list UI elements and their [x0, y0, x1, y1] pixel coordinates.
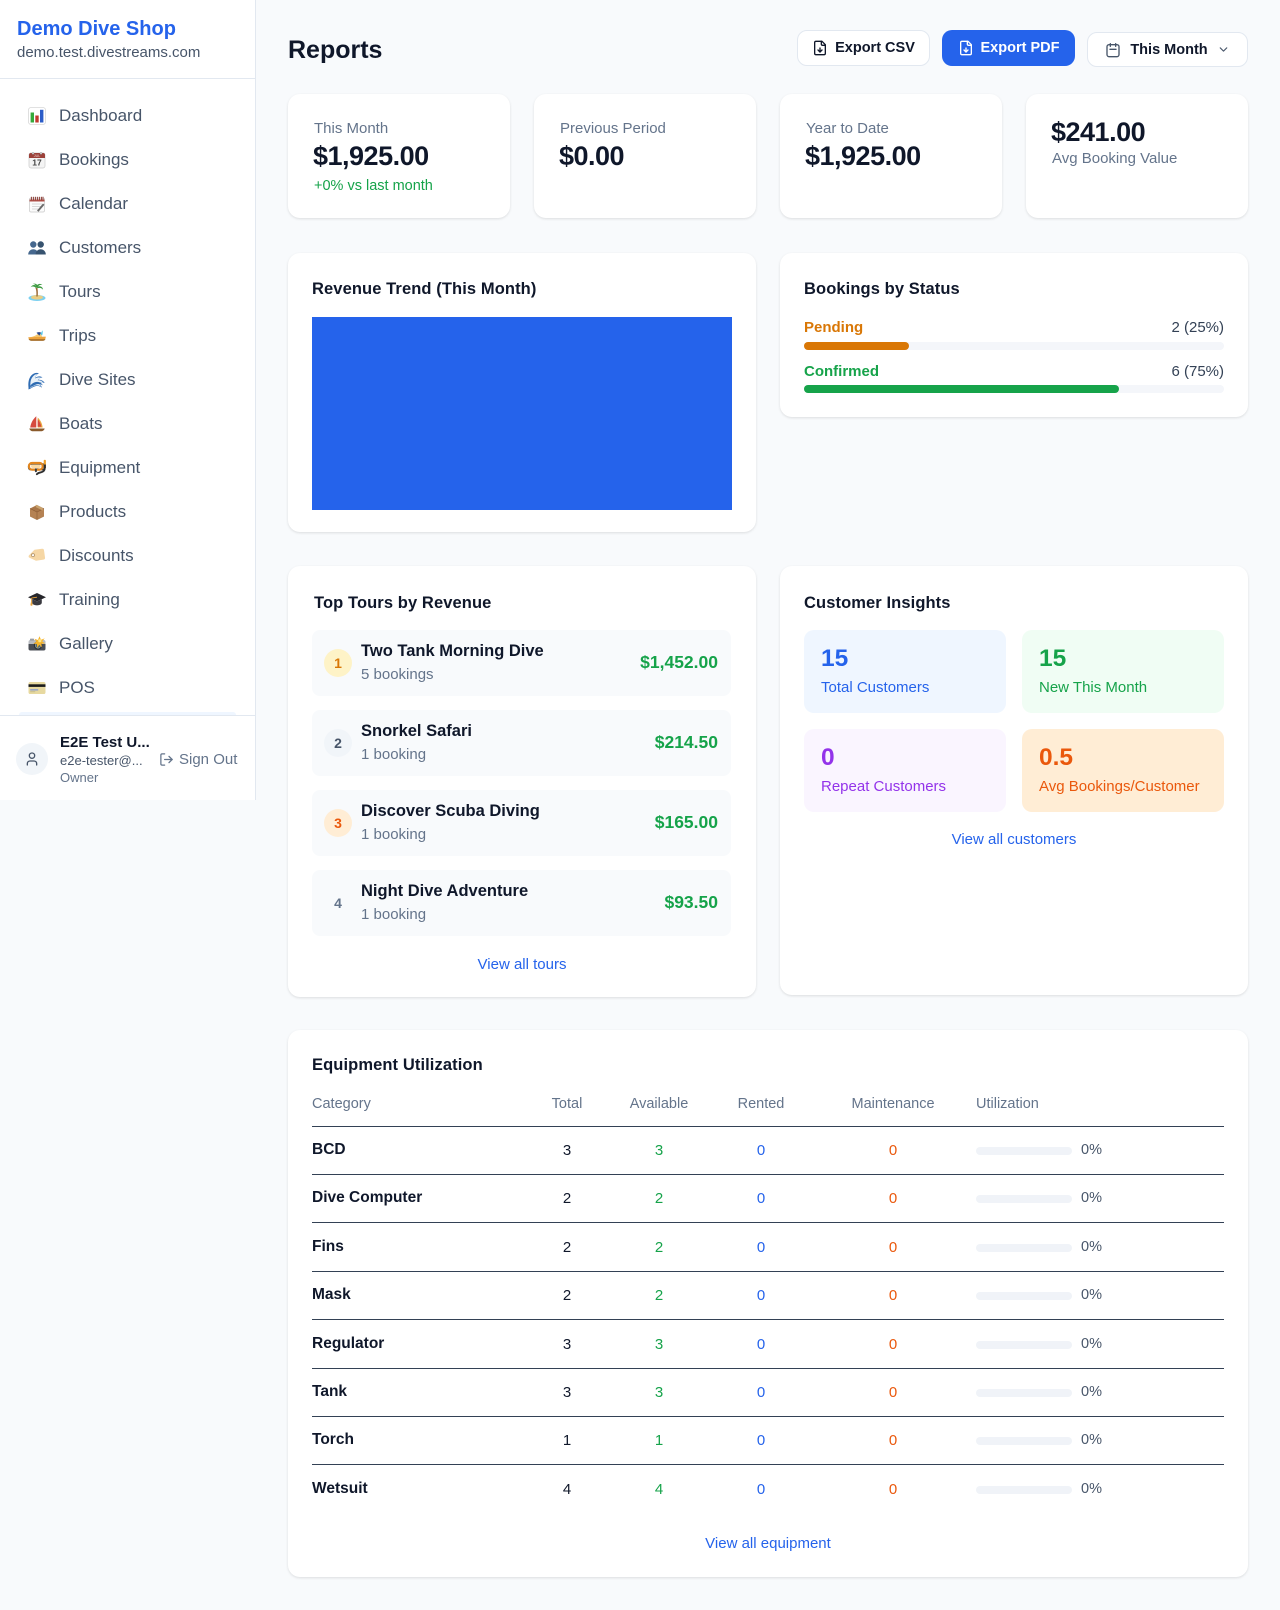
svg-text:17: 17 [32, 158, 42, 168]
svg-text:JUL: JUL [34, 154, 40, 158]
